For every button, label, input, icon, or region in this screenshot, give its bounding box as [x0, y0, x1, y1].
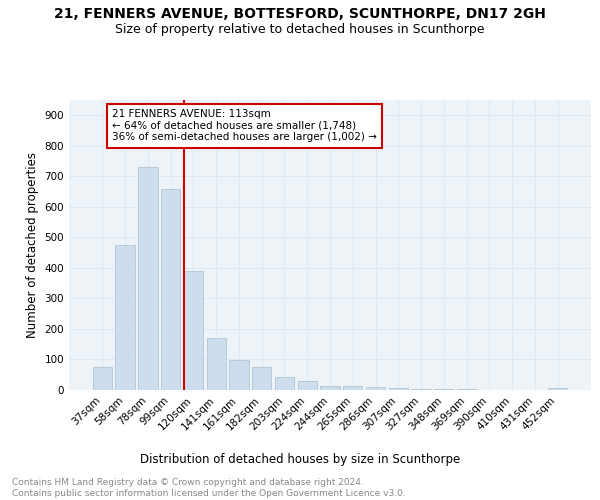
Bar — [275, 376, 294, 390]
Bar — [206, 338, 226, 390]
Text: Size of property relative to detached houses in Scunthorpe: Size of property relative to detached ho… — [115, 22, 485, 36]
Bar — [252, 367, 271, 390]
Bar — [434, 389, 454, 390]
Bar — [366, 388, 385, 390]
Bar — [343, 386, 362, 390]
Text: 21 FENNERS AVENUE: 113sqm
← 64% of detached houses are smaller (1,748)
36% of se: 21 FENNERS AVENUE: 113sqm ← 64% of detac… — [112, 109, 377, 142]
Text: 21, FENNERS AVENUE, BOTTESFORD, SCUNTHORPE, DN17 2GH: 21, FENNERS AVENUE, BOTTESFORD, SCUNTHOR… — [54, 8, 546, 22]
Y-axis label: Number of detached properties: Number of detached properties — [26, 152, 39, 338]
Bar — [93, 367, 112, 390]
Bar — [229, 360, 248, 390]
Text: Distribution of detached houses by size in Scunthorpe: Distribution of detached houses by size … — [140, 452, 460, 466]
Bar — [115, 245, 135, 390]
Text: Contains HM Land Registry data © Crown copyright and database right 2024.
Contai: Contains HM Land Registry data © Crown c… — [12, 478, 406, 498]
Bar — [320, 386, 340, 390]
Bar — [298, 381, 317, 390]
Bar — [184, 271, 203, 390]
Bar — [138, 167, 158, 390]
Bar — [548, 388, 567, 390]
Bar — [389, 388, 408, 390]
Bar — [161, 188, 181, 390]
Bar — [412, 389, 431, 390]
